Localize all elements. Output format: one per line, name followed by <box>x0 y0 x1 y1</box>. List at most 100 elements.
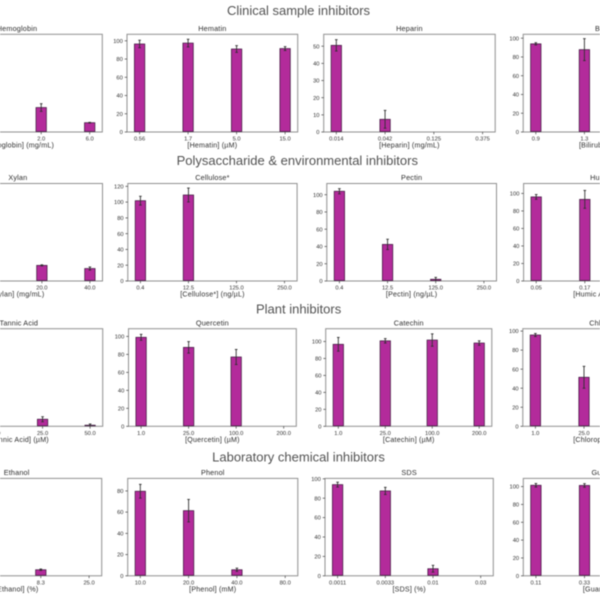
svg-text:Laboratory chemical inhibitors: Laboratory chemical inhibitors <box>212 449 385 464</box>
svg-text:100.0: 100.0 <box>229 431 243 437</box>
svg-text:25.0: 25.0 <box>578 431 589 437</box>
svg-text:12.5: 12.5 <box>183 286 194 292</box>
svg-text:[Heparin] (mg/mL): [Heparin] (mg/mL) <box>379 142 440 150</box>
svg-text:Ethanol: Ethanol <box>4 468 30 477</box>
svg-text:12.5: 12.5 <box>382 286 393 292</box>
svg-text:6.0: 6.0 <box>86 137 94 143</box>
svg-text:60: 60 <box>513 227 519 233</box>
svg-text:Hematin: Hematin <box>198 24 226 33</box>
svg-text:20: 20 <box>313 96 319 102</box>
svg-text:60: 60 <box>117 510 123 516</box>
svg-text:Bilirubin: Bilirubin <box>595 24 600 33</box>
svg-text:[Cellulose*] (ng/µL): [Cellulose*] (ng/µL) <box>180 291 244 299</box>
svg-text:0: 0 <box>319 279 322 285</box>
svg-text:0.4: 0.4 <box>136 286 145 292</box>
svg-text:2.0: 2.0 <box>37 137 45 143</box>
svg-text:80: 80 <box>314 496 320 502</box>
svg-text:25.0: 25.0 <box>37 431 48 437</box>
svg-text:100: 100 <box>113 39 123 45</box>
svg-text:[Pectin] (ng/µL): [Pectin] (ng/µL) <box>386 291 437 299</box>
svg-text:100: 100 <box>509 36 519 42</box>
svg-text:1.7: 1.7 <box>184 137 192 143</box>
svg-text:60: 60 <box>512 367 518 373</box>
svg-text:50: 50 <box>313 44 319 50</box>
svg-text:0.0011: 0.0011 <box>329 580 346 586</box>
svg-text:[Humic Acid] (mg/mL): [Humic Acid] (mg/mL) <box>573 291 600 299</box>
svg-text:60: 60 <box>315 374 321 380</box>
svg-text:0: 0 <box>516 130 519 136</box>
svg-text:1.3: 1.3 <box>580 137 588 143</box>
svg-text:0: 0 <box>516 279 519 285</box>
svg-text:0.042: 0.042 <box>378 137 392 143</box>
svg-text:0: 0 <box>120 279 123 285</box>
svg-text:40: 40 <box>314 535 320 541</box>
svg-text:Tannic Acid: Tannic Acid <box>0 318 38 327</box>
svg-text:40: 40 <box>315 390 321 396</box>
svg-text:60: 60 <box>116 75 122 81</box>
svg-text:0: 0 <box>515 424 518 430</box>
svg-text:60: 60 <box>316 227 322 233</box>
svg-text:30: 30 <box>313 79 319 85</box>
svg-text:[Bilirubin] (mg/dL): [Bilirubin] (mg/dL) <box>579 142 600 150</box>
svg-text:10: 10 <box>313 113 319 119</box>
svg-text:0: 0 <box>120 574 123 580</box>
svg-text:100.0: 100.0 <box>425 431 439 437</box>
svg-text:40: 40 <box>117 531 123 537</box>
svg-text:25.0: 25.0 <box>83 580 94 586</box>
svg-text:125.0: 125.0 <box>429 286 443 292</box>
svg-text:80: 80 <box>117 489 123 495</box>
svg-text:100: 100 <box>311 477 321 483</box>
svg-text:50.0: 50.0 <box>84 431 95 437</box>
svg-text:0: 0 <box>516 574 519 580</box>
svg-text:0: 0 <box>318 574 321 580</box>
svg-text:Plant inhibitors: Plant inhibitors <box>256 302 342 317</box>
svg-text:80: 80 <box>513 503 519 509</box>
svg-text:200.0: 200.0 <box>472 431 486 437</box>
svg-text:0.9: 0.9 <box>532 137 540 143</box>
svg-text:200.0: 200.0 <box>277 431 291 437</box>
svg-text:80: 80 <box>118 352 124 358</box>
svg-text:40: 40 <box>513 93 519 99</box>
svg-text:40: 40 <box>513 244 519 250</box>
svg-text:Cellulose*: Cellulose* <box>195 173 229 182</box>
svg-text:100: 100 <box>510 192 520 198</box>
svg-text:20: 20 <box>314 555 320 561</box>
svg-text:20.0: 20.0 <box>36 286 47 292</box>
svg-text:0.33: 0.33 <box>579 580 590 586</box>
svg-text:20: 20 <box>117 553 123 559</box>
svg-text:20: 20 <box>116 112 122 118</box>
svg-text:Xylan: Xylan <box>8 173 27 182</box>
svg-text:0.17: 0.17 <box>579 286 590 292</box>
svg-text:20: 20 <box>117 263 123 269</box>
svg-text:0.01: 0.01 <box>427 580 438 586</box>
svg-text:Hemoglobin: Hemoglobin <box>0 24 37 33</box>
svg-text:40: 40 <box>118 388 124 394</box>
svg-text:1.0: 1.0 <box>137 431 145 437</box>
svg-text:0.4: 0.4 <box>335 286 344 292</box>
svg-text:125.0: 125.0 <box>229 286 243 292</box>
svg-text:5.0: 5.0 <box>233 137 241 143</box>
svg-text:0: 0 <box>316 130 319 136</box>
svg-text:[Phenol] (mM): [Phenol] (mM) <box>189 586 236 594</box>
svg-text:40: 40 <box>512 386 518 392</box>
svg-text:80: 80 <box>513 209 519 215</box>
svg-text:80: 80 <box>512 348 518 354</box>
svg-text:80: 80 <box>316 210 322 216</box>
svg-text:40: 40 <box>316 245 322 251</box>
svg-text:20: 20 <box>316 262 322 268</box>
svg-text:[Chlorophyll] (µg/mL): [Chlorophyll] (µg/mL) <box>573 436 600 444</box>
svg-text:80.0: 80.0 <box>280 580 291 586</box>
svg-text:40: 40 <box>313 61 319 67</box>
svg-text:[SDS] (%): [SDS] (%) <box>392 586 425 594</box>
svg-text:Polysaccharide & environmental: Polysaccharide & environmental inhibitor… <box>177 153 419 168</box>
svg-text:40: 40 <box>116 94 122 100</box>
svg-text:60: 60 <box>118 370 124 376</box>
svg-text:100: 100 <box>313 193 323 199</box>
svg-text:0.0033: 0.0033 <box>377 580 395 586</box>
svg-text:0.014: 0.014 <box>329 137 344 143</box>
svg-text:Catechin: Catechin <box>394 318 424 327</box>
svg-text:20.0: 20.0 <box>183 580 194 586</box>
svg-text:[Tannic Acid] (µM): [Tannic Acid] (µM) <box>0 436 49 444</box>
svg-text:[Catechin] (µM): [Catechin] (µM) <box>383 436 435 444</box>
svg-text:100: 100 <box>312 340 322 346</box>
